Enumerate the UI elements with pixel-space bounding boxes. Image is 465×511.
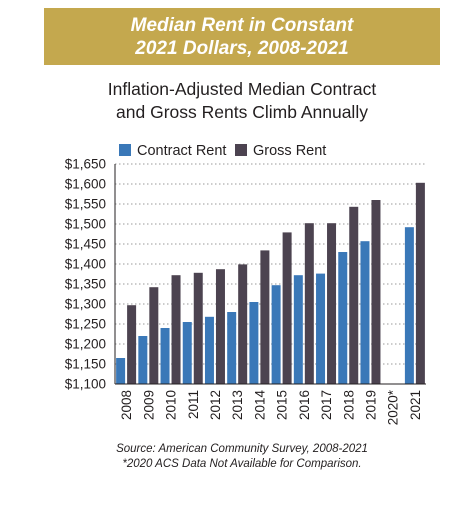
banner-title-line-1: Median Rent in Constant	[130, 14, 354, 36]
x-tick-label: 2014	[252, 390, 267, 421]
gross-rent-bar	[149, 287, 159, 384]
gross-rent-bar	[215, 269, 225, 384]
legend-gross-swatch	[235, 144, 247, 156]
gross-rent-bar	[415, 182, 425, 384]
gross-rent-bar	[238, 264, 248, 384]
x-tick-label: 2021	[408, 390, 423, 420]
gross-rent-bar	[193, 272, 203, 384]
contract-rent-bar	[204, 316, 214, 384]
x-tick-label: 2020*	[386, 389, 401, 425]
contract-rent-bar	[316, 273, 326, 384]
x-tick-label: 2016	[297, 390, 312, 420]
contract-rent-bar	[271, 285, 281, 384]
gross-rent-bar	[260, 250, 270, 384]
gross-rent-bar	[327, 223, 337, 384]
chart-subtitle: Inflation-Adjusted Median Contract and G…	[44, 78, 440, 124]
gross-rent-bar	[349, 206, 359, 384]
x-tick-label: 2008	[119, 390, 134, 420]
y-tick-label: $1,450	[65, 237, 106, 252]
x-tick-label: 2013	[230, 390, 245, 420]
y-tick-label: $1,350	[65, 277, 106, 292]
y-tick-label: $1,200	[65, 337, 106, 352]
x-tick-label: 2015	[275, 390, 290, 420]
legend-contract-label: Contract Rent	[137, 143, 226, 159]
gross-rent-bar	[171, 275, 181, 384]
contract-rent-bar	[160, 328, 170, 384]
legend-contract-swatch	[119, 144, 131, 156]
gross-rent-bar	[304, 223, 314, 384]
x-tick-label: 2011	[186, 390, 201, 419]
gross-rent-bar	[282, 232, 292, 384]
banner-title-line-2: 2021 Dollars, 2008-2021	[135, 37, 349, 59]
x-tick-label: 2010	[164, 390, 179, 420]
contract-rent-bar	[116, 358, 126, 384]
y-tick-label: $1,600	[65, 177, 106, 192]
contract-rent-bar	[360, 241, 370, 384]
y-tick-label: $1,400	[65, 257, 106, 272]
contract-rent-bar	[249, 302, 259, 384]
contract-rent-bar	[227, 312, 237, 384]
contract-rent-bar	[182, 322, 192, 384]
y-tick-label: $1,300	[65, 297, 106, 312]
y-tick-label: $1,150	[65, 357, 106, 372]
contract-rent-bar	[404, 227, 414, 384]
y-tick-label: $1,550	[65, 197, 106, 212]
x-tick-label: 2019	[363, 390, 378, 420]
contract-rent-bar	[138, 336, 148, 384]
gross-rent-bar	[127, 305, 137, 384]
subtitle-line-2: and Gross Rents Climb Annually	[116, 102, 368, 122]
footnote: *2020 ACS Data Not Available for Compari…	[122, 458, 362, 470]
x-tick-label: 2017	[319, 390, 334, 420]
legend-gross-label: Gross Rent	[253, 143, 326, 159]
y-tick-label: $1,650	[65, 157, 106, 172]
x-tick-label: 2012	[208, 390, 223, 420]
x-tick-label: 2018	[341, 390, 356, 420]
x-tick-label: 2009	[141, 390, 156, 420]
y-tick-label: $1,100	[65, 377, 106, 392]
contract-rent-bar	[293, 275, 303, 384]
y-tick-label: $1,250	[65, 317, 106, 332]
chart-footer: Source: American Community Survey, 2008-…	[44, 442, 440, 472]
subtitle-line-1: Inflation-Adjusted Median Contract	[107, 79, 377, 99]
title-banner: Median Rent in Constant 2021 Dollars, 20…	[44, 8, 440, 65]
y-tick-label: $1,500	[65, 217, 106, 232]
source-note: Source: American Community Survey, 2008-…	[116, 443, 368, 455]
contract-rent-bar	[338, 252, 348, 384]
gross-rent-bar	[371, 200, 381, 384]
